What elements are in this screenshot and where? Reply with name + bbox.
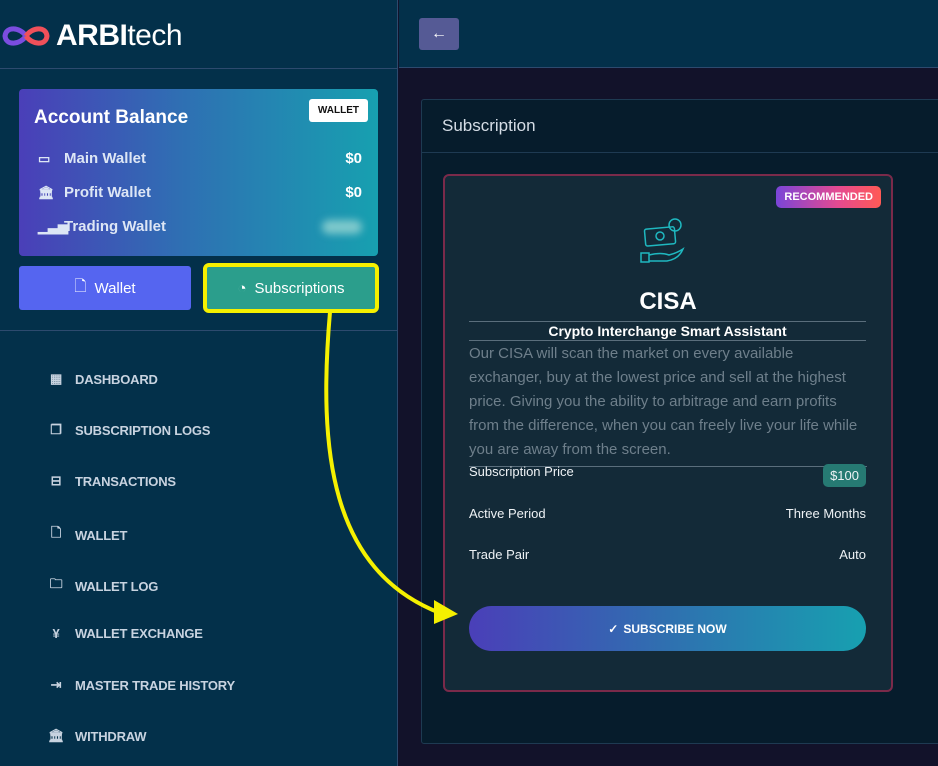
nav-wallet-log[interactable]: 🗀 WALLET LOG: [48, 575, 159, 597]
main-wallet-row: ▭ Main Wallet $0: [38, 150, 362, 167]
exit-icon: ⇥: [50, 677, 62, 692]
arrow-left-icon: ←: [431, 25, 447, 42]
nav-subscription-logs[interactable]: ❐ SUBSCRIPTION LOGS: [48, 422, 210, 438]
period-row: Active Period Three Months: [469, 506, 866, 521]
recommended-badge: RECOMMENDED: [776, 186, 881, 208]
nav-master-trade-history[interactable]: ⇥ MASTER TRADE HISTORY: [48, 677, 236, 693]
top-bar: ←: [399, 0, 938, 68]
trading-wallet-row: ▁▃▅ Trading Wallet: [38, 218, 362, 235]
infinity-logo-icon: [2, 26, 50, 46]
price-badge: $100: [823, 464, 866, 487]
divider: [0, 330, 398, 331]
wallet-icon: ▭: [38, 150, 51, 166]
account-balance-card: Account Balance WALLET ▭ Main Wallet $0 🏛︎…: [19, 89, 378, 256]
nav-wallet[interactable]: 🗋 WALLET: [48, 524, 128, 546]
exchange-icon: ¥: [52, 626, 60, 641]
nav-transactions[interactable]: ⊟ TRANSACTIONS: [48, 473, 176, 489]
trade-pair-row: Trade Pair Auto: [469, 547, 866, 562]
file-plus-icon: 🗋: [74, 277, 87, 295]
plan-full-name: Crypto Interchange Smart Assistant: [469, 321, 866, 341]
divider: [0, 68, 398, 69]
brand-bold: ARBI: [56, 19, 128, 52]
wallet-badge[interactable]: WALLET: [308, 99, 368, 122]
balance-title: Account Balance: [34, 107, 189, 128]
blurred-value: [322, 219, 362, 234]
price-row: Subscription Price $100: [469, 464, 866, 487]
brand-light: tech: [127, 19, 183, 52]
subscriptions-button[interactable]: ◔ Subscriptions: [203, 263, 379, 313]
inbox-icon: ⊟: [50, 473, 62, 488]
copy-icon: ❐: [50, 422, 62, 437]
signal-icon: ▁▃▅: [38, 218, 68, 234]
gauge-icon: ◔: [237, 279, 247, 297]
nav-dashboard[interactable]: ▦ DASHBOARD: [49, 371, 158, 387]
nav-wallet-exchange[interactable]: ¥ WALLET EXCHANGE: [48, 626, 202, 641]
bank-icon: 🏛︎: [38, 184, 55, 200]
plan-card: RECOMMENDED CISA Crypto Interchange Smar…: [443, 174, 893, 692]
plan-description: Our CISA will scan the market on every a…: [469, 342, 867, 467]
wallet-button[interactable]: 🗋 Wallet: [19, 266, 191, 310]
plan-name: CISA: [639, 288, 697, 315]
sidebar: ARBItech Account Balance WALLET ▭ Main Wa…: [0, 0, 398, 766]
brand-logo[interactable]: ARBItech: [0, 18, 183, 54]
check-icon: ✓: [608, 621, 619, 636]
profit-wallet-row: 🏛︎ Profit Wallet $0: [38, 184, 362, 201]
back-button[interactable]: ←: [419, 18, 459, 50]
file-plus-icon: 🗋: [50, 525, 62, 540]
nav-withdraw[interactable]: 🏛︎ WITHDRAW: [48, 728, 147, 744]
panel-title: Subscription: [422, 100, 938, 153]
folder-icon: 🗀: [49, 576, 63, 591]
bank-icon: 🏛︎: [48, 728, 65, 743]
dashboard-icon: ▦: [49, 371, 63, 386]
money-hand-icon: [640, 218, 685, 263]
subscribe-now-button[interactable]: ✓ SUBSCRIBE NOW: [469, 606, 866, 651]
